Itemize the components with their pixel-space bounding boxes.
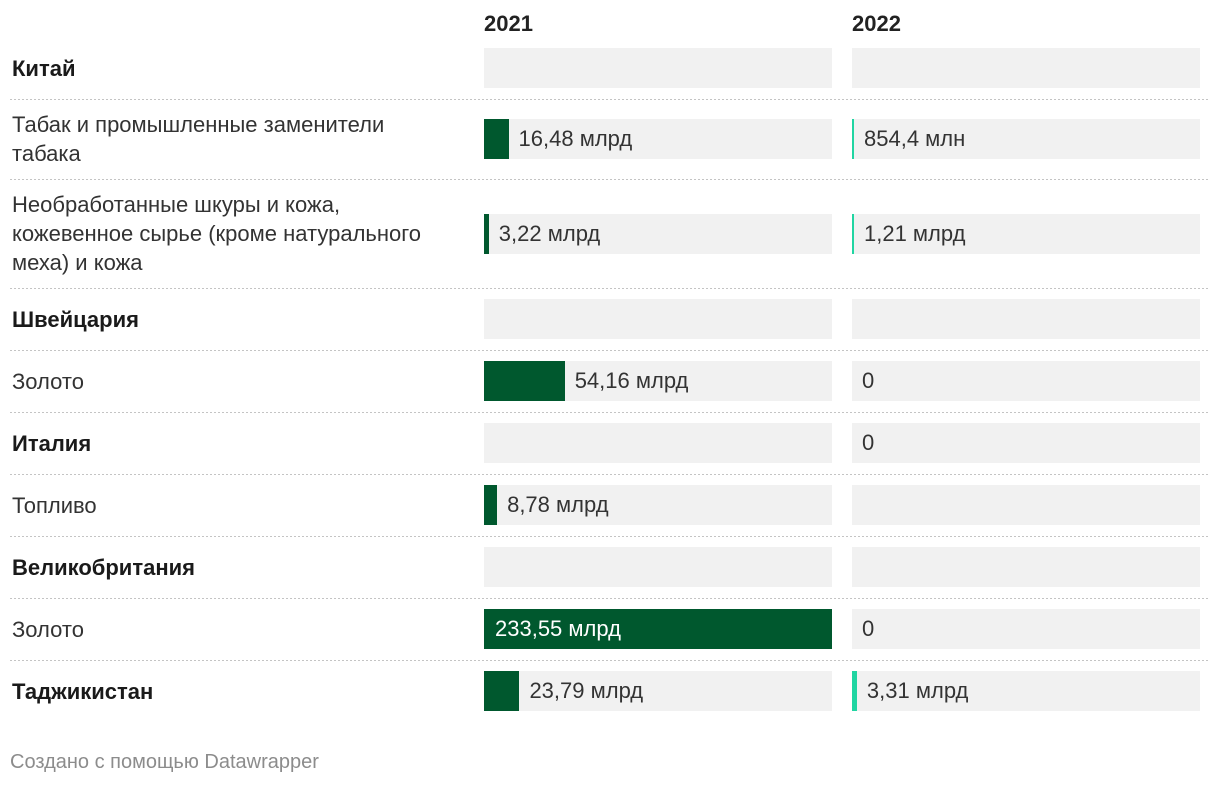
bar-cell-2022: 0: [852, 423, 1200, 463]
value-label: 854,4 млн: [864, 126, 966, 151]
country-label: Таджикистан: [12, 678, 154, 704]
bar-cell-2021: [484, 423, 832, 463]
product-label: Необработанные шкуры и кожа, кожевенное …: [12, 192, 422, 275]
bar-cell-2021: 16,48 млрд: [484, 119, 832, 159]
bar-table: 2021 2022 Китай Табак и промышленные заме…: [10, 0, 1208, 722]
product-label: Золото: [12, 368, 84, 394]
bar-cell-2021: 23,79 млрд: [484, 671, 832, 711]
bar-cell-2021: [484, 299, 832, 339]
bar-cell-2022: [852, 48, 1200, 88]
country-label: Швейцария: [12, 306, 139, 332]
bar-2022: [852, 213, 854, 254]
bar-cell-2021: [484, 547, 832, 587]
value-label: 8,78 млрд: [507, 492, 609, 517]
datawrapper-credit-link[interactable]: Создано с помощью Datawrapper: [10, 751, 319, 773]
table-row: Табак и промышленные заменители табака 16…: [10, 100, 1208, 180]
value-label: 233,55 млрд: [495, 616, 621, 641]
value-label: 3,22 млрд: [498, 220, 601, 246]
value-label: 1,21 млрд: [864, 220, 966, 246]
table-row: Необработанные шкуры и кожа, кожевенное …: [10, 180, 1208, 289]
bar-2021: [484, 485, 498, 525]
bar-cell-2022: [852, 485, 1200, 525]
bar-2021: [484, 361, 565, 401]
bar-cell-2021: 3,22 млрд: [484, 213, 832, 254]
bar-2022: [852, 671, 857, 711]
bar-cell-2022: 1,21 млрд: [852, 213, 1200, 254]
bar-2021: [484, 609, 832, 649]
bar-cell-2021: 233,55 млрд: [484, 609, 832, 649]
bar-cell-2022: [852, 547, 1200, 587]
country-label: Италия: [12, 430, 92, 456]
table-row: Золото 54,16 млрд 0: [10, 351, 1208, 413]
product-label: Золото: [12, 616, 84, 642]
value-label: 0: [862, 616, 875, 641]
table-row: Китай: [10, 38, 1208, 100]
column-header-2022: 2022: [852, 11, 901, 36]
product-label: Табак и промышленные заменители табака: [12, 112, 385, 166]
table-row: Италия 0: [10, 413, 1208, 475]
bar-cell-2021: 8,78 млрд: [484, 485, 832, 525]
product-label: Топливо: [12, 492, 97, 518]
country-label: Великобритания: [12, 554, 195, 580]
bar-cell-2022: 854,4 млн: [852, 119, 1200, 159]
value-label: 3,31 млрд: [866, 678, 969, 703]
table-body: Китай Табак и промышленные заменители таб…: [10, 38, 1208, 722]
header-spacer: [10, 10, 484, 38]
bar-cell-2022: [852, 299, 1200, 339]
country-label: Китай: [12, 55, 76, 81]
bar-cell-2021: 54,16 млрд: [484, 361, 832, 401]
bar-cell-2021: [484, 48, 832, 88]
bar-2022: [852, 119, 854, 159]
value-label: 0: [862, 430, 875, 455]
table-header: 2021 2022: [10, 0, 1208, 38]
column-header-2021: 2021: [484, 11, 533, 36]
bar-cell-2022: 0: [852, 609, 1200, 649]
bar-cell-2022: 3,31 млрд: [852, 671, 1200, 711]
value-label: 23,79 млрд: [529, 678, 644, 703]
bar-2021: [484, 119, 509, 159]
table-row: Топливо 8,78 млрд: [10, 475, 1208, 537]
bar-cell-2022: 0: [852, 361, 1200, 401]
value-label: 16,48 млрд: [518, 126, 633, 151]
table-row: Швейцария: [10, 289, 1208, 351]
table-row: Золото 233,55 млрд 0: [10, 599, 1208, 661]
value-label: 0: [862, 368, 875, 393]
value-label: 54,16 млрд: [574, 368, 689, 393]
table-row: Таджикистан 23,79 млрд 3,31 млрд: [10, 661, 1208, 722]
table-row: Великобритания: [10, 537, 1208, 599]
bar-2021: [484, 671, 520, 711]
bar-2021: [484, 213, 489, 254]
